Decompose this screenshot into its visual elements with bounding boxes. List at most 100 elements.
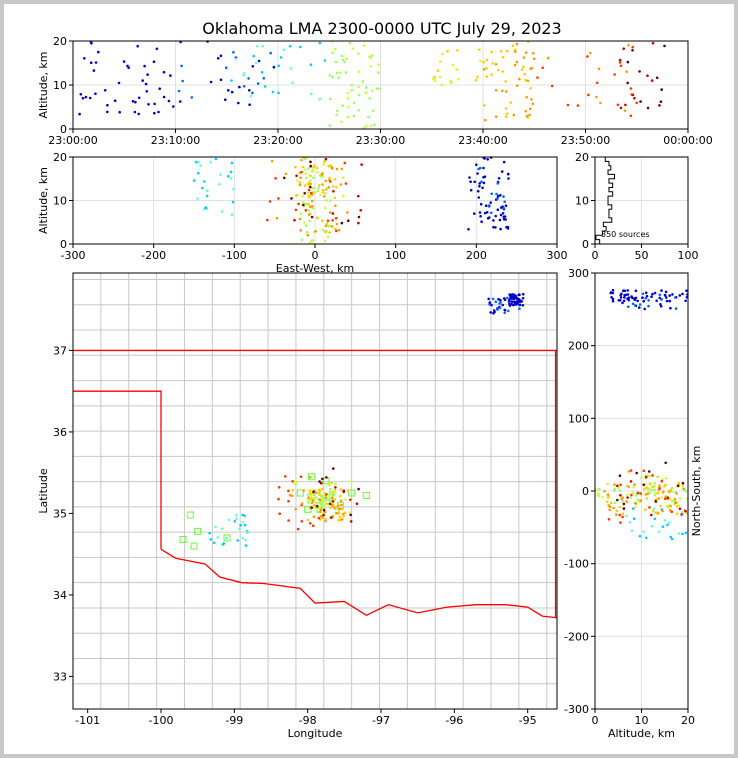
altitude-ns-source-point — [630, 493, 633, 497]
east-west-source-point — [487, 205, 491, 208]
altitude-ns-source-point — [616, 484, 619, 488]
time-height-source-point — [260, 71, 264, 74]
time-height-source-point — [518, 77, 521, 81]
east-west-source-point — [199, 164, 202, 167]
lma-station-marker — [362, 491, 370, 499]
plan-view-source-point — [239, 523, 242, 527]
altitude-ns-source-point — [670, 537, 674, 541]
east-west-source-point — [478, 182, 482, 185]
time-height-source-point — [257, 59, 261, 63]
altitude-ns-source-point — [606, 482, 609, 486]
plan-view-source-point — [310, 501, 314, 505]
altitude-ns-source-point — [654, 500, 658, 503]
time-height-source-point — [255, 44, 259, 48]
time-height-source-point — [364, 91, 368, 94]
east-west-source-point — [294, 165, 297, 169]
time-height-source-point — [613, 73, 616, 76]
plan-view-source-point — [334, 486, 337, 489]
time-height-source-point — [249, 94, 253, 98]
east-west-source-point — [344, 182, 348, 185]
altitude-ns-source-point — [638, 306, 641, 309]
time-height-source-point — [137, 112, 140, 116]
time-height-source-point — [318, 97, 322, 101]
altitude-ns-source-point — [681, 481, 685, 485]
east-west-source-point — [230, 213, 234, 216]
east-west-source-point — [324, 157, 328, 161]
east-west-altitude-xlabel: East-West, km — [276, 262, 354, 275]
altitude-ns-source-point — [663, 294, 667, 297]
time-height-source-point — [660, 88, 663, 91]
east-west-source-point — [333, 227, 337, 231]
plan-view-source-point — [325, 493, 328, 496]
time-height-source-point — [618, 61, 622, 64]
altitude-ns-source-point — [670, 486, 674, 490]
time-height-source-point — [242, 73, 245, 77]
plan-view-source-point — [321, 477, 324, 481]
plan-view-source-point — [299, 475, 303, 479]
time-height-source-point — [504, 80, 507, 83]
altitude-ns-source-point — [628, 521, 632, 524]
time-height-xtick-label: 23:40:00 — [458, 134, 507, 147]
plan-view-ytick-label: 36 — [53, 426, 67, 439]
altitude-ns-source-point — [640, 476, 643, 480]
time-height-source-point — [106, 103, 109, 107]
time-height-source-point — [277, 64, 281, 68]
time-height-source-point — [504, 107, 508, 110]
plan-view-source-point — [517, 298, 521, 301]
plan-view-source-point — [316, 509, 319, 512]
time-height-source-point — [145, 90, 149, 93]
plan-view-ytick-label: 37 — [53, 344, 67, 357]
time-height-source-point — [153, 102, 156, 106]
altitude-ns-source-point — [658, 487, 661, 490]
time-height-source-point — [331, 51, 334, 54]
time-height-source-point — [626, 60, 630, 64]
east-west-source-point — [315, 166, 319, 170]
east-west-source-point — [479, 202, 483, 206]
plan-view-source-point — [325, 476, 328, 479]
time-height-source-point — [361, 80, 365, 83]
east-west-source-point — [192, 179, 196, 182]
plan-view-source-point — [308, 476, 312, 479]
plan-view-source-point — [506, 296, 509, 300]
altitude-ns-source-point — [659, 305, 663, 308]
time-height-xtick-label: 00:00:00 — [663, 134, 712, 147]
altitude-ns-source-point — [634, 289, 638, 293]
altitude-ns-source-point — [650, 488, 653, 492]
time-height-source-point — [491, 62, 495, 65]
altitude-north-south-ytick-label: -200 — [564, 630, 589, 643]
plan-view-xtick-label: -97 — [372, 714, 390, 727]
plan-view-source-point — [514, 300, 518, 304]
altitude-north-south-xlabel: Altitude, km — [608, 727, 675, 740]
plan-view-source-point — [350, 480, 353, 483]
plan-view-source-point — [322, 513, 325, 517]
time-height-ylabel: Altitude, km — [37, 51, 50, 118]
east-west-source-point — [298, 181, 302, 184]
altitude-ns-source-point — [629, 496, 633, 499]
plan-view-source-point — [340, 518, 343, 521]
altitude-ns-source-point — [626, 496, 629, 499]
altitude-ns-source-point — [639, 492, 642, 495]
plan-view-source-point — [318, 501, 322, 505]
plan-view-source-point — [521, 296, 525, 300]
lma-station-marker — [186, 511, 194, 519]
east-west-source-point — [316, 189, 320, 193]
plan-view-source-point — [503, 298, 507, 302]
time-height-source-point — [336, 109, 339, 113]
altitude-histogram-xtick-label: 50 — [635, 249, 649, 262]
altitude-ns-source-point — [619, 521, 622, 524]
east-west-source-point — [490, 192, 494, 196]
east-west-source-point — [304, 172, 307, 175]
plan-view-source-point — [333, 498, 337, 501]
time-height-source-point — [505, 90, 508, 93]
east-west-source-point — [284, 172, 288, 176]
east-west-source-point — [480, 220, 483, 223]
time-height-source-point — [252, 54, 255, 58]
time-height-source-point — [619, 106, 623, 110]
plan-view-source-point — [346, 489, 350, 493]
time-height-source-point — [373, 123, 376, 127]
plan-view-source-point — [318, 480, 321, 483]
time-height-source-point — [440, 52, 444, 56]
altitude-ns-source-point — [673, 296, 677, 299]
time-height-source-point — [532, 52, 535, 55]
time-height-source-point — [638, 70, 641, 73]
